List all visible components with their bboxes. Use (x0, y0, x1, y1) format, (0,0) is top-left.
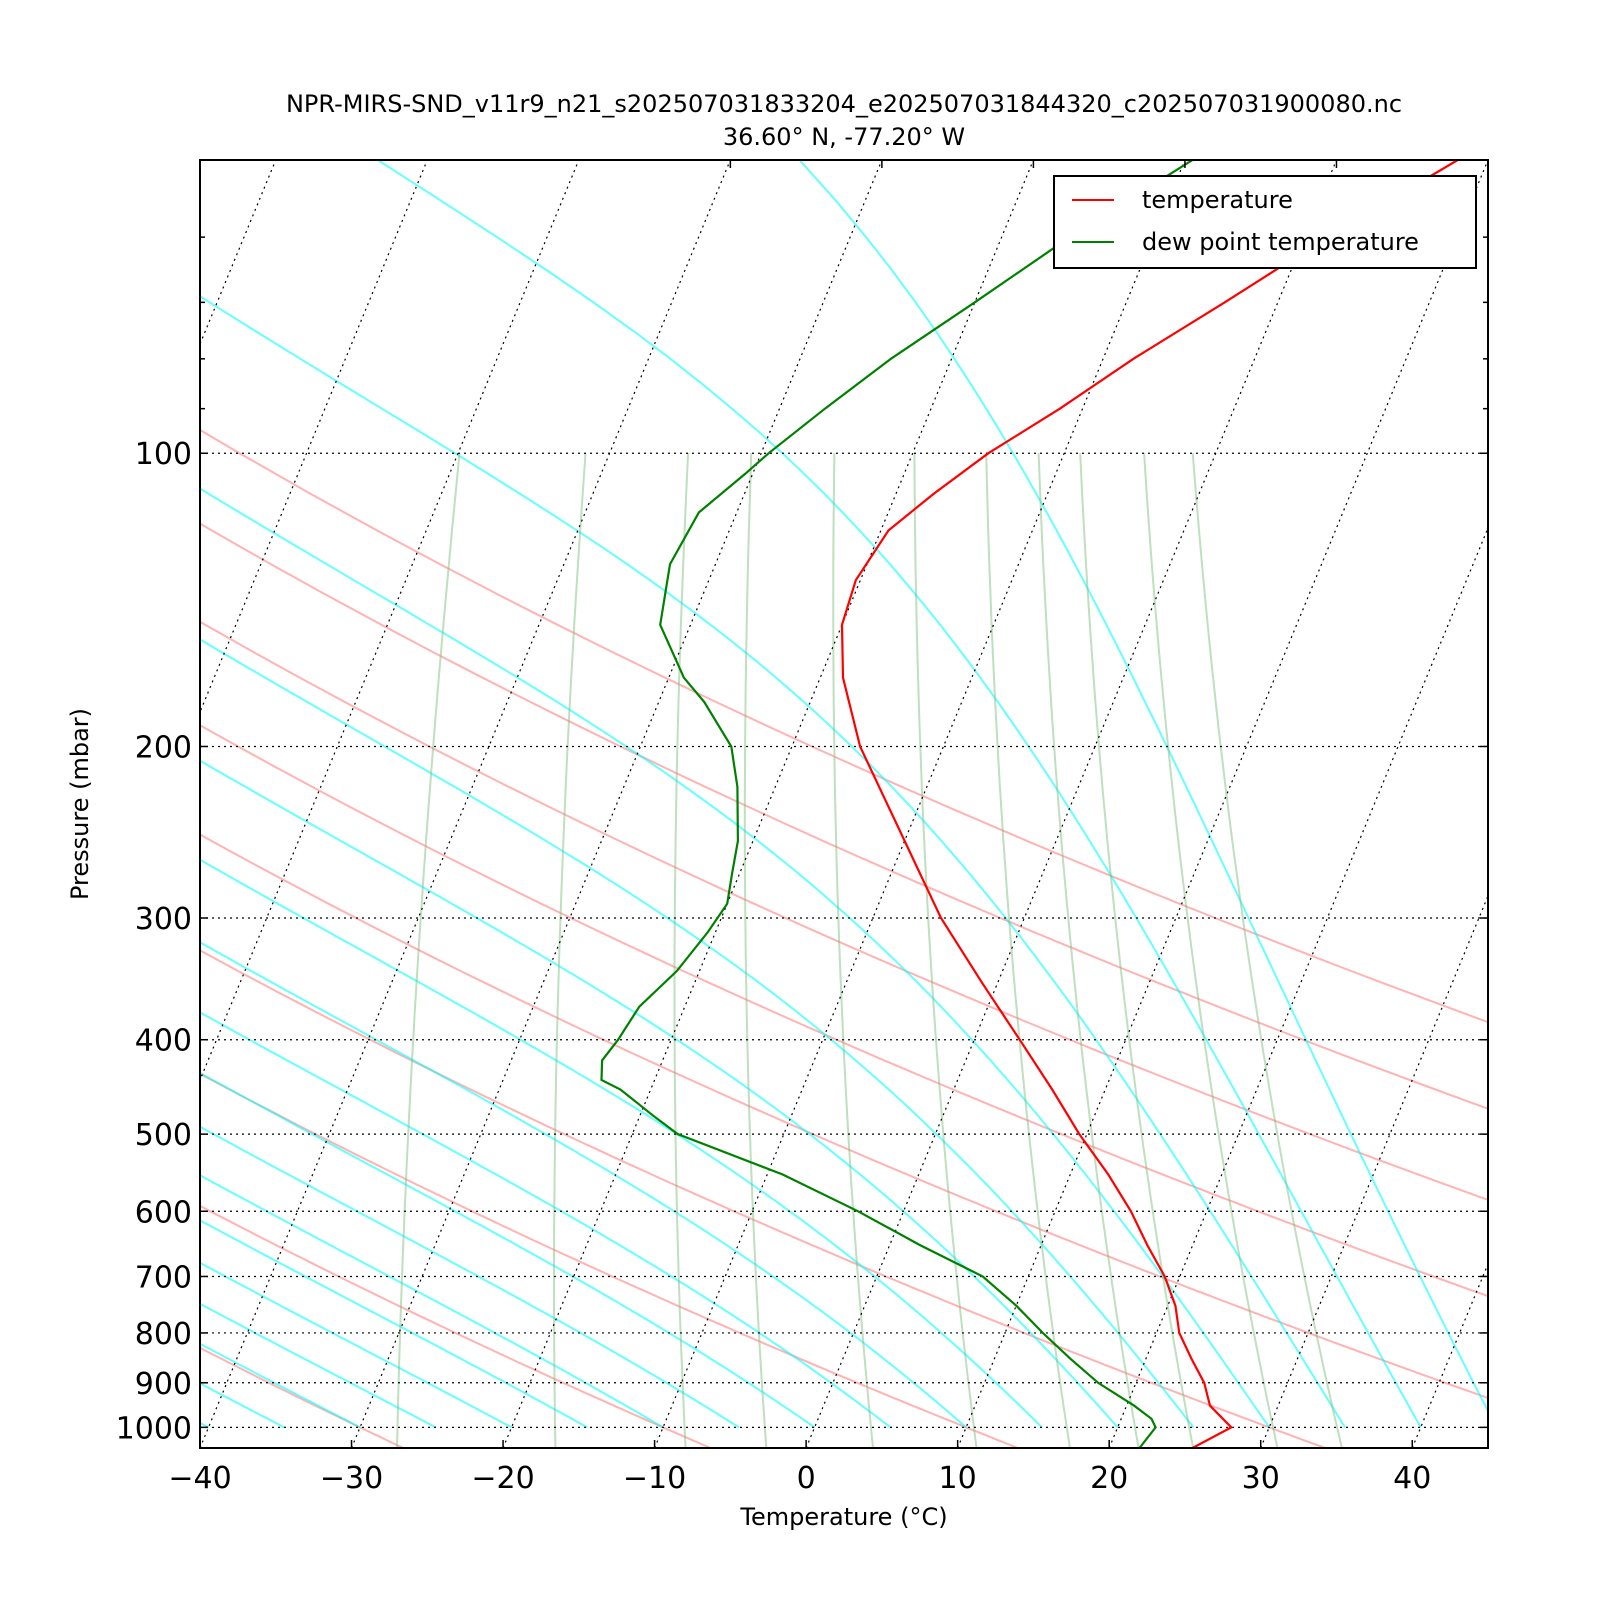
x-tick-label: −10 (623, 1461, 686, 1496)
y-tick-label: 1000 (116, 1411, 192, 1446)
y-tick-label: 500 (135, 1118, 192, 1153)
mixing-ratio-line (832, 453, 874, 1448)
moist-adiabat (200, 1421, 209, 1429)
dry-adiabat (200, 522, 1488, 1110)
y-tick-labels: 100 200 300 400 500 600 700 800 900 1000 (116, 437, 192, 1446)
dry-adiabat (200, 1072, 1019, 1448)
isotherm-gridline (654, 160, 1186, 1448)
moist-adiabat (200, 1261, 513, 1429)
isotherm-gridline (200, 160, 731, 1448)
x-tick-label: 30 (1242, 1461, 1280, 1496)
y-tick-label: 200 (135, 730, 192, 765)
mixing-ratio-line (743, 453, 768, 1448)
moist-adiabat (200, 759, 1119, 1429)
x-axis-label: Temperature (°C) (739, 1503, 947, 1531)
isotherm-gridline (200, 160, 277, 346)
dry-adiabat (200, 1346, 404, 1448)
y-tick-label: 400 (135, 1024, 192, 1059)
legend: temperature dew point temperature (1053, 175, 1477, 269)
grid-lines (0, 160, 1488, 1448)
dry-adiabat (200, 833, 1488, 1400)
moist-adiabat (200, 1382, 285, 1429)
dewpoint-line (600, 160, 1194, 1448)
moist-adiabat (200, 1011, 892, 1429)
mixing-ratio-line (1079, 453, 1195, 1448)
chart-subtitle: 36.60° N, -77.20° W (723, 123, 965, 151)
moist-adiabat (200, 1071, 816, 1429)
y-tick-label: 900 (135, 1367, 192, 1402)
moist-adiabat (200, 487, 1271, 1428)
x-tick-label: 0 (797, 1461, 816, 1496)
mixing-ratio-line (1143, 453, 1279, 1448)
moist-adiabat (200, 1174, 664, 1429)
plot-frame (199, 159, 1489, 1449)
isotherm-gridline (957, 160, 1488, 1448)
dry-adiabat (200, 1204, 711, 1448)
isotherm-gridline (805, 160, 1338, 1448)
x-tick-label: −30 (320, 1461, 383, 1496)
x-tick-label: −20 (471, 1461, 534, 1496)
x-tick-label: 20 (1090, 1461, 1128, 1496)
chart-title: NPR-MIRS-SND_v11r9_n21_s202507031833204_… (286, 90, 1402, 118)
moist-adiabat (377, 160, 1422, 1428)
mixing-ratio-line (1037, 453, 1140, 1448)
mixing-ratio-line (913, 453, 978, 1448)
isotherm-gridline (1108, 526, 1488, 1448)
x-tick-label: 10 (939, 1461, 977, 1496)
moist-adiabat (200, 1342, 361, 1429)
y-tick-label: 300 (135, 902, 192, 937)
x-tick-label: 40 (1393, 1461, 1431, 1496)
isotherm-gridline (0, 160, 124, 1448)
isotherm-gridline (200, 160, 580, 1082)
x-tick-label: −40 (168, 1461, 231, 1496)
dry-adiabat (200, 428, 1488, 1024)
y-tick-label: 600 (135, 1195, 192, 1230)
dry-adiabat (200, 724, 1488, 1298)
dry-adiabat (200, 620, 1488, 1201)
x-tick-labels: −40 −30 −20 −10 0 10 20 30 40 (168, 1461, 1431, 1496)
isotherm-gridline (1411, 1262, 1488, 1448)
legend-label-temperature: temperature (1142, 186, 1293, 214)
y-tick-label: 800 (135, 1317, 192, 1352)
legend-label-dewpoint: dew point temperature (1142, 228, 1419, 256)
mixing-ratio-line (553, 453, 587, 1448)
moist-adiabat (200, 1125, 740, 1429)
y-axis-label: Pressure (mbar) (66, 708, 94, 900)
data-series (600, 160, 1459, 1448)
isotherm-gridline (1260, 894, 1488, 1448)
mixing-ratio-line (985, 453, 1071, 1448)
temperature-line (840, 160, 1459, 1448)
mixing-ratio-line (1191, 453, 1343, 1448)
moist-adiabat (200, 1302, 437, 1429)
moist-adiabat (798, 160, 1488, 1414)
y-tick-label: 700 (135, 1260, 192, 1295)
isotherm-gridline (200, 160, 428, 714)
background-lines (200, 160, 1488, 1448)
y-tick-label: 100 (135, 437, 192, 472)
dry-adiabat (200, 949, 1326, 1448)
moist-adiabat (200, 941, 967, 1429)
moist-adiabat (200, 638, 1195, 1428)
mixing-ratio-line (396, 453, 461, 1448)
moist-adiabat (200, 1219, 588, 1429)
legend-box (1053, 175, 1477, 269)
isotherm-gridline (502, 160, 1034, 1448)
isotherm-gridline (350, 160, 883, 1448)
axis-ticks (199, 159, 1489, 1448)
mixing-ratio-line (673, 453, 690, 1448)
